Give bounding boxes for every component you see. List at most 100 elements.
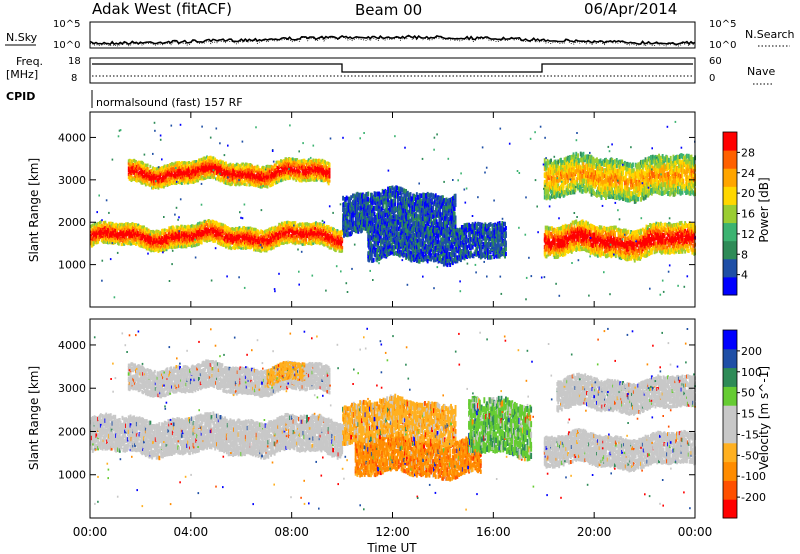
echo-cell [400,192,403,198]
echo-cell [213,223,216,227]
echo-cell [323,162,326,166]
echo-cell [406,197,408,203]
echo-cell [176,245,179,249]
echo-cell [323,223,326,227]
echo-cell [172,243,175,247]
echo-cell [226,179,229,183]
echo-cell [137,240,140,244]
echo-cell [276,171,279,175]
echo-cell [430,202,433,208]
echo-cell [169,235,172,239]
nave-tick-top: 60 [709,56,722,67]
echo-cell [149,164,152,168]
echo-cell [159,175,162,179]
echo-cell [242,162,245,166]
echo-cell [424,218,426,224]
echo-cell [221,232,224,236]
noise-search-trace [89,35,696,47]
echo-cell [207,163,209,167]
echo-cell [240,182,243,186]
echo-cell [284,232,287,236]
echo-cell [385,210,388,216]
echo-cell [174,161,177,165]
echo-cell [253,238,255,242]
echo-cell [112,238,115,242]
echo-cell [166,164,169,168]
echo-cell [163,167,166,171]
echo-cell [311,176,314,180]
echo-cell [122,235,125,239]
echo-cell [327,177,330,181]
echo-cell [292,232,295,236]
echo-cell [247,179,250,183]
echo-cell [260,236,263,240]
echo-cell [139,170,142,174]
echo-cell [381,210,384,216]
freq-panel: Freq. [MHz] 18 8 60 0 Nave [6,55,775,85]
echo-cell [142,235,145,239]
echo-cell [277,239,280,243]
echo-cell [109,226,112,230]
echo-cell [98,226,100,230]
echo-cell [164,174,167,178]
freq-trace [92,63,693,73]
echo-cell [352,217,354,223]
echo-cell [351,229,353,235]
echo-cell [171,174,173,178]
echo-cell [362,225,365,231]
echo-cell [367,200,370,206]
echo-cell [271,241,274,245]
echo-cell [270,228,272,232]
echo-cell [325,164,327,168]
echo-cell [219,159,222,163]
echo-cell [238,235,241,239]
echo-cell [296,168,299,172]
echo-cell [157,186,160,190]
echo-cell [430,217,433,223]
echo-cell [370,192,373,198]
echo-cell [260,234,263,238]
echo-cell [239,170,242,174]
echo-cell [359,195,362,201]
echo-cell [181,236,184,240]
echo-cell [399,208,402,214]
echo-cell [173,167,176,171]
echo-cell [379,195,382,201]
echo-cell [181,229,184,233]
echo-cell [173,228,176,232]
echo-cell [270,245,272,249]
echo-cell [96,232,99,236]
echo-cell [379,192,382,198]
echo-cell [92,240,95,244]
echo-cell [197,237,199,241]
echo-cell [225,236,227,240]
echo-cell [141,173,144,177]
echo-cell [153,167,156,171]
echo-cell [373,211,376,217]
echo-cell [236,233,239,237]
echo-cell [273,165,276,169]
echo-cell [149,237,152,241]
echo-cell [190,241,193,246]
echo-cell [125,236,127,240]
echo-cell [286,164,289,168]
echo-cell [204,156,207,160]
echo-cell [284,172,287,176]
echo-cell [125,237,127,241]
echo-cell [180,241,182,245]
echo-cell [245,234,248,238]
echo-cell [125,228,127,232]
echo-cell [141,237,144,241]
echo-cell [229,180,232,184]
echo-cell [390,199,393,205]
echo-cell [199,221,202,225]
echo-cell [248,229,251,233]
echo-cell [328,170,331,174]
echo-cell [238,246,241,250]
echo-cell [206,223,208,227]
echo-cell [176,179,179,183]
echo-cell [287,161,290,165]
echo-cell [140,244,143,248]
echo-cell [273,167,276,171]
